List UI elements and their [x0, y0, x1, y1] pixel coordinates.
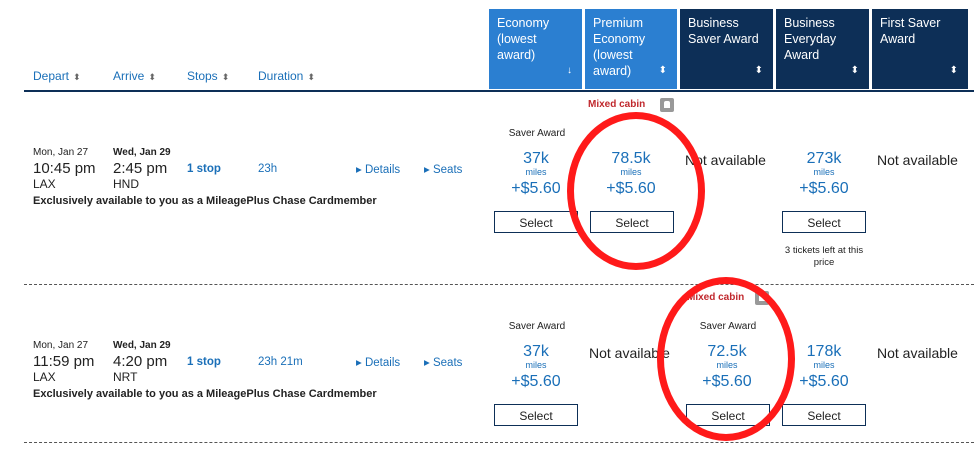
arrive-time: 2:45 pm — [113, 160, 168, 177]
depart-time: 11:59 pm — [33, 353, 95, 370]
duration-value: 23h — [258, 163, 278, 175]
duration-value: 23h 21m — [258, 356, 303, 368]
header-divider — [24, 90, 974, 92]
sort-duration[interactable]: Duration ⬍ — [258, 69, 315, 83]
stops-link[interactable]: 1 stop — [187, 356, 221, 368]
select-economy-button[interactable]: Select — [494, 404, 578, 426]
header-premium-economy[interactable]: Premium Economy (lowest award) ⬍ — [585, 9, 677, 89]
highlight-circle — [657, 277, 795, 441]
sort-icon: ⬍ — [949, 65, 958, 76]
business-saver-not-available: Not available — [685, 152, 766, 168]
economy-fare: 37k miles +$5.60 — [511, 150, 561, 197]
first-saver-not-available: Not available — [877, 345, 958, 361]
sort-depart[interactable]: Depart ⬍ — [33, 69, 81, 83]
stops-link[interactable]: 1 stop — [187, 163, 221, 175]
sort-icon: ⬍ — [148, 72, 156, 82]
economy-fare: 37k miles +$5.60 — [511, 343, 561, 390]
seat-icon[interactable] — [660, 98, 674, 112]
origin-code: LAX — [33, 177, 56, 191]
details-link[interactable]: ▸ Details — [356, 164, 401, 176]
arrive-date: Wed, Jan 29 — [113, 147, 171, 158]
sort-arrive[interactable]: Arrive ⬍ — [113, 69, 156, 83]
header-business-everyday[interactable]: Business Everyday Award ⬍ — [776, 9, 869, 89]
details-link[interactable]: ▸ Details — [356, 357, 401, 369]
destination-code: NRT — [113, 370, 138, 384]
sort-down-icon: ↓ — [567, 65, 572, 76]
cardmember-note: Exclusively available to you as a Mileag… — [33, 195, 377, 207]
row-divider — [24, 442, 974, 443]
sort-icon: ⬍ — [850, 65, 859, 76]
business-everyday-fare: 178k miles +$5.60 — [799, 343, 849, 390]
sort-icon: ⬍ — [658, 65, 667, 76]
saver-award-label: Saver Award — [508, 128, 566, 139]
caret-right-icon: ▸ — [424, 357, 430, 369]
arrive-time: 4:20 pm — [113, 353, 168, 370]
sort-icon: ⬍ — [307, 72, 315, 82]
sort-stops[interactable]: Stops ⬍ — [187, 69, 230, 83]
seats-link[interactable]: ▸ Seats — [424, 164, 463, 176]
origin-code: LAX — [33, 370, 56, 384]
premium-not-available: Not available — [589, 345, 670, 361]
depart-time: 10:45 pm — [33, 160, 96, 177]
caret-right-icon: ▸ — [424, 164, 430, 176]
depart-date: Mon, Jan 27 — [33, 340, 89, 351]
sort-icon: ⬍ — [221, 72, 230, 82]
select-business-everyday-button[interactable]: Select — [782, 211, 866, 233]
mixed-cabin-label: Mixed cabin — [588, 99, 646, 110]
select-economy-button[interactable]: Select — [494, 211, 578, 233]
saver-award-label: Saver Award — [508, 321, 566, 332]
destination-code: HND — [113, 177, 139, 191]
sort-icon: ⬍ — [754, 65, 763, 76]
caret-right-icon: ▸ — [356, 164, 362, 176]
arrive-date: Wed, Jan 29 — [113, 340, 171, 351]
first-saver-not-available: Not available — [877, 152, 958, 168]
header-economy[interactable]: Economy (lowest award) ↓ — [489, 9, 582, 89]
seats-link[interactable]: ▸ Seats — [424, 357, 463, 369]
header-first-saver[interactable]: First Saver Award ⬍ — [872, 9, 968, 89]
header-business-saver[interactable]: Business Saver Award ⬍ — [680, 9, 773, 89]
tickets-left-note: 3 tickets left at this price — [784, 245, 864, 268]
caret-right-icon: ▸ — [356, 357, 362, 369]
cardmember-note: Exclusively available to you as a Mileag… — [33, 388, 377, 400]
depart-date: Mon, Jan 27 — [33, 147, 89, 158]
sort-icon: ⬍ — [73, 72, 81, 82]
select-business-everyday-button[interactable]: Select — [782, 404, 866, 426]
business-everyday-fare: 273k miles +$5.60 — [799, 150, 849, 197]
row-divider — [24, 284, 974, 285]
highlight-circle — [567, 112, 705, 270]
